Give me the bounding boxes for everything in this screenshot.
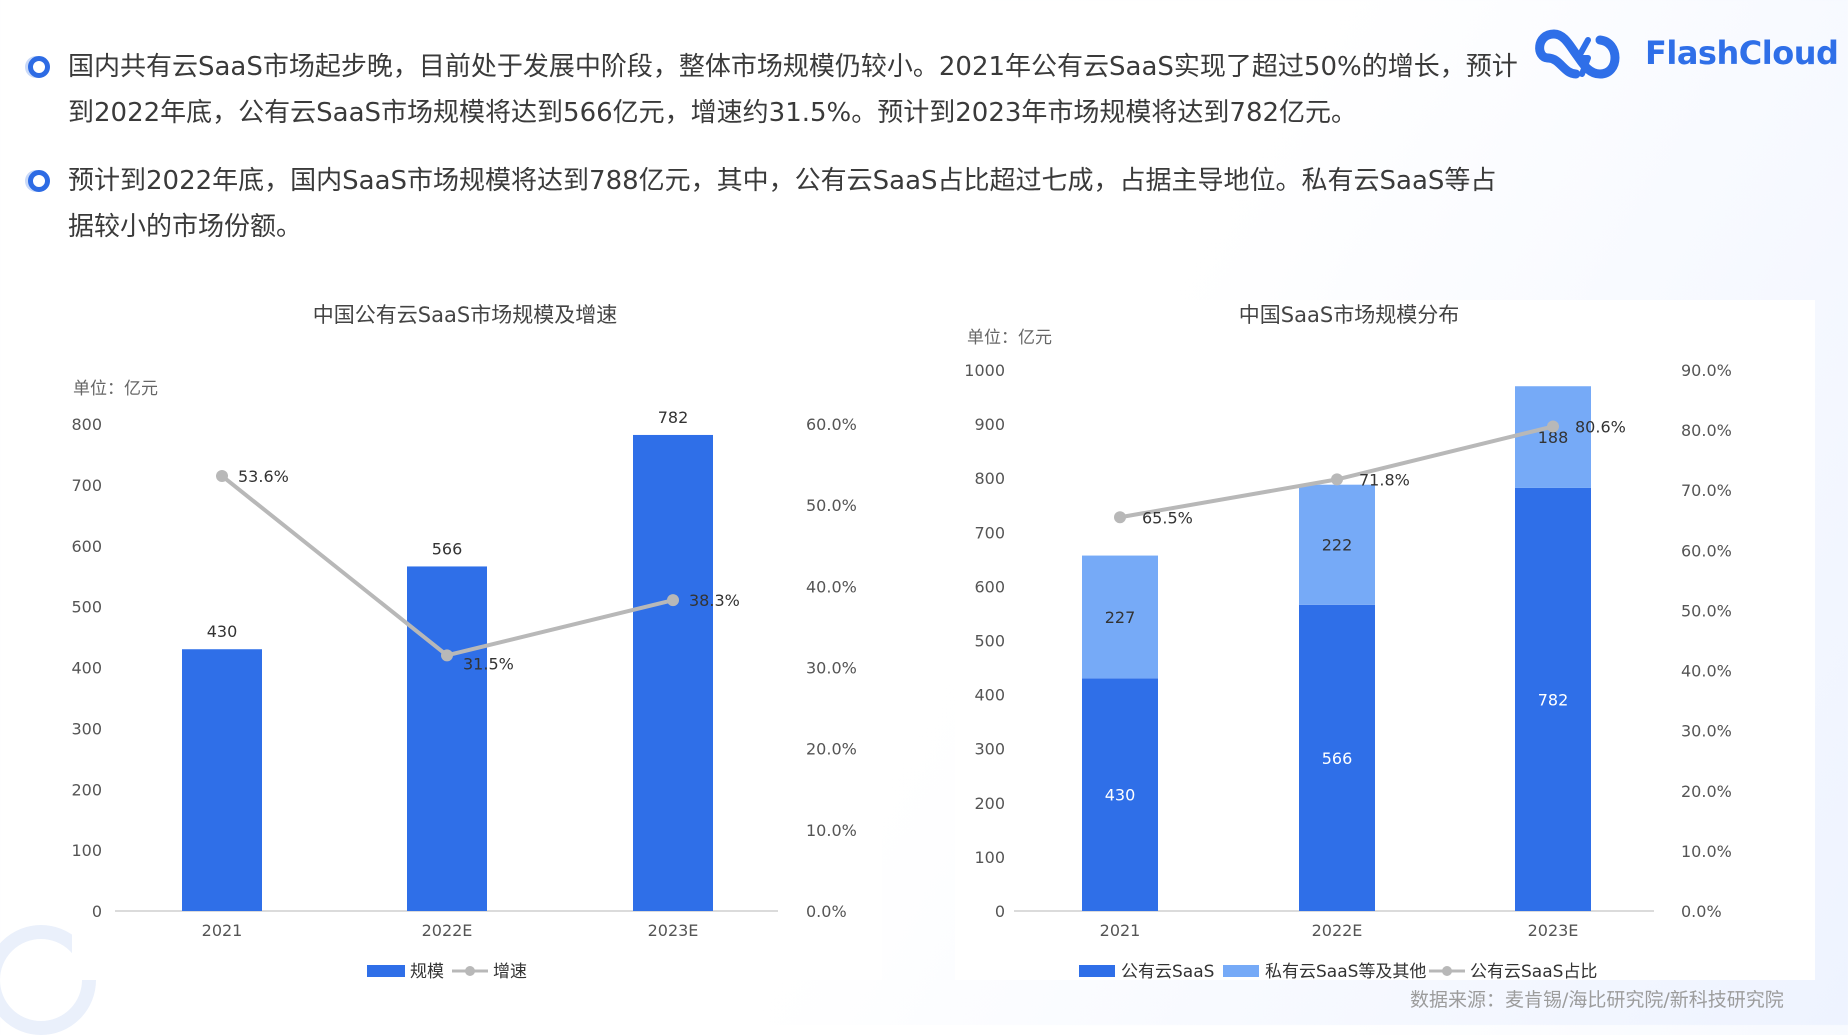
x-tick-label: 2021 (202, 921, 243, 940)
y-tick-label: 600 (974, 577, 1005, 596)
y-tick-label: 700 (71, 476, 102, 495)
y2-tick-label: 20.0% (806, 740, 857, 759)
paragraph-2: 预计到2022年底，国内SaaS市场规模将达到788亿元，其中，公有云SaaS占… (68, 166, 1497, 242)
bar-value-label-private: 188 (1538, 428, 1569, 447)
y-tick-label: 400 (71, 659, 102, 678)
bar-public-saas (1299, 604, 1375, 911)
bar-size (182, 649, 262, 911)
line-value-label: 71.8% (1359, 470, 1410, 489)
x-tick-label: 2023E (1528, 921, 1579, 940)
chart-title: 中国公有云SaaS市场规模及增速 (313, 303, 617, 327)
y-tick-label: 300 (71, 719, 102, 738)
y-tick-label: 300 (974, 740, 1005, 759)
bar-size (633, 434, 713, 911)
y-tick-label: 100 (71, 841, 102, 860)
y-tick-label: 500 (71, 598, 102, 617)
legend-swatch-size (367, 965, 405, 977)
y2-tick-label: 30.0% (806, 659, 857, 678)
line-point-public-share (1331, 473, 1343, 486)
y2-tick-label: 20.0% (1681, 782, 1732, 801)
y2-tick-label: 40.0% (806, 577, 857, 596)
legend-marker-public-share (1442, 966, 1452, 976)
y-tick-label: 800 (974, 469, 1005, 488)
legend-marker-growth (465, 966, 475, 976)
legend-swatch-public-saas (1079, 965, 1115, 977)
y-tick-label: 900 (974, 415, 1005, 434)
y2-tick-label: 50.0% (1681, 601, 1732, 620)
y2-tick-label: 10.0% (1681, 842, 1732, 861)
y-axis-unit-label: 单位：亿元 (73, 379, 158, 399)
chart-saas-market-distribution: 中国SaaS市场规模分布单位：亿元10009008007006005004003… (964, 303, 1732, 982)
y-tick-label: 1000 (964, 361, 1005, 380)
bar-value-label: 430 (207, 622, 238, 641)
bar-value-label-private: 222 (1322, 536, 1353, 555)
line-value-label: 53.6% (238, 467, 289, 486)
bar-public-saas (1515, 487, 1591, 911)
x-tick-label: 2021 (1100, 921, 1141, 940)
bar-value-label: 782 (658, 408, 689, 427)
legend-label-size: 规模 (410, 962, 444, 982)
flashcloud-logo-mark-icon (1535, 29, 1620, 79)
y2-tick-label: 0.0% (806, 902, 847, 921)
data-source-note: 数据来源：麦肯锡/海比研究院/新科技研究院 (1410, 989, 1784, 1011)
bar-private-saas (1515, 386, 1591, 488)
bullet-icon (28, 170, 50, 192)
flashcloud-logo: FlashCloud (1530, 18, 1839, 94)
legend-label-public-saas: 公有云SaaS (1121, 962, 1214, 982)
legend-label-private-saas: 私有云SaaS等及其他 (1265, 962, 1426, 982)
y2-tick-label: 0.0% (1681, 902, 1722, 921)
line-point-growth (667, 594, 679, 607)
line-value-label: 65.5% (1142, 508, 1193, 527)
y-tick-label: 400 (974, 686, 1005, 705)
bar-value-label-public: 782 (1538, 690, 1569, 709)
brand-name: FlashCloud (1645, 34, 1839, 72)
y-tick-label: 600 (71, 537, 102, 556)
y-tick-label: 200 (71, 780, 102, 799)
chart-title: 中国SaaS市场规模分布 (1239, 303, 1459, 327)
y2-tick-label: 60.0% (806, 415, 857, 434)
bar-value-label-private: 227 (1105, 608, 1136, 627)
bar-value-label-public: 430 (1105, 786, 1136, 805)
y-tick-label: 0 (92, 902, 102, 921)
bar-size (407, 566, 487, 911)
line-point-growth (441, 649, 453, 662)
line-value-label: 80.6% (1575, 418, 1626, 437)
x-tick-label: 2023E (648, 921, 699, 940)
legend-label-public-share: 公有云SaaS占比 (1470, 962, 1597, 982)
y2-tick-label: 50.0% (806, 496, 857, 515)
legend-swatch-private-saas (1223, 965, 1259, 977)
y2-tick-label: 80.0% (1681, 421, 1732, 440)
y-tick-label: 700 (974, 523, 1005, 542)
paragraph-1: 国内共有云SaaS市场起步晚，目前处于发展中阶段，整体市场规模仍较小。2021年… (68, 52, 1518, 128)
line-point-public-share (1114, 511, 1126, 524)
bar-private-saas (1082, 555, 1158, 679)
y2-tick-label: 40.0% (1681, 662, 1732, 681)
line-point-public-share (1547, 420, 1559, 433)
y-tick-label: 0 (995, 902, 1005, 921)
y2-tick-label: 30.0% (1681, 722, 1732, 741)
y2-tick-label: 60.0% (1681, 541, 1732, 560)
y2-tick-label: 90.0% (1681, 361, 1732, 380)
line-value-label: 31.5% (463, 654, 514, 673)
x-tick-label: 2022E (1312, 921, 1363, 940)
line-value-label: 38.3% (689, 591, 740, 610)
y-axis-unit-label: 单位：亿元 (967, 328, 1052, 348)
bullet-icon (28, 56, 50, 78)
y-tick-label: 800 (71, 415, 102, 434)
y-tick-label: 500 (974, 632, 1005, 651)
y-tick-label: 100 (974, 848, 1005, 867)
bar-public-saas (1082, 678, 1158, 911)
bar-value-label: 566 (432, 539, 463, 558)
x-tick-label: 2022E (422, 921, 473, 940)
bar-private-saas (1299, 484, 1375, 605)
line-point-growth (216, 469, 228, 482)
legend-label-growth: 增速 (493, 962, 527, 982)
y2-tick-label: 70.0% (1681, 481, 1732, 500)
y-tick-label: 200 (974, 794, 1005, 813)
bar-value-label-public: 566 (1322, 749, 1353, 768)
y2-tick-label: 10.0% (806, 821, 857, 840)
